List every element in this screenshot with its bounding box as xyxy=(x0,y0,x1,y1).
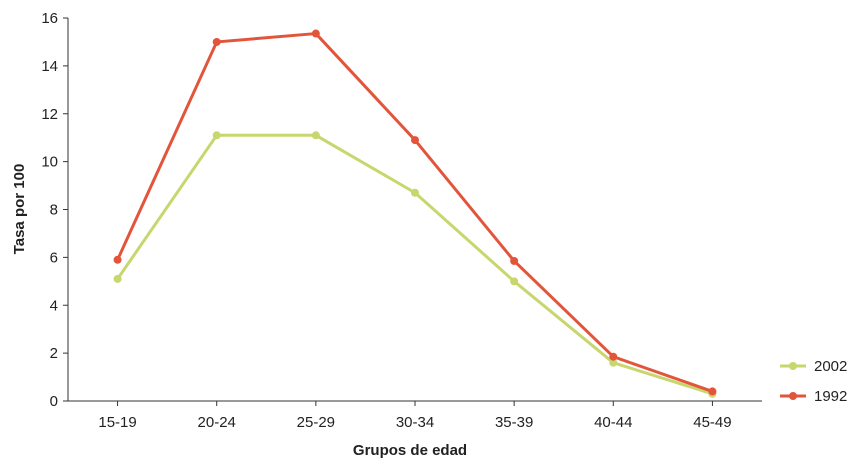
series-1992 xyxy=(113,29,717,396)
data-point-1992 xyxy=(510,256,519,265)
data-point-2002 xyxy=(212,131,221,140)
y-tick-label: 14 xyxy=(41,58,58,75)
y-tick-label: 12 xyxy=(41,106,58,123)
x-tick-label: 40-44 xyxy=(594,414,632,431)
series-line-1992 xyxy=(116,32,714,393)
data-point-1992 xyxy=(411,136,419,145)
x-tick-label: 15-19 xyxy=(98,414,136,431)
x-tick-label: 30-34 xyxy=(396,414,434,431)
y-tick-label: 8 xyxy=(50,202,58,219)
y-axis-title: Tasa por 100 xyxy=(11,164,28,255)
legend-swatch-marker xyxy=(789,392,797,400)
legend-swatch-marker xyxy=(789,362,797,370)
legend: 2002 1992 xyxy=(780,358,847,405)
data-point-1992 xyxy=(708,387,717,396)
legend-label: 1992 xyxy=(814,388,847,405)
x-tick-label: 45-49 xyxy=(693,414,731,431)
data-point-1992 xyxy=(311,29,320,38)
x-tick-label: 35-39 xyxy=(495,414,533,431)
series-2002 xyxy=(113,131,717,398)
y-tick-label: 0 xyxy=(50,393,58,410)
x-axis: 15-19 20-24 25-29 30-34 35-39 40-44 45-49 xyxy=(68,400,762,431)
data-point-2002 xyxy=(113,274,122,283)
y-axis: 0 2 4 6 8 10 12 14 16 xyxy=(41,10,69,410)
data-point-2002 xyxy=(510,277,519,286)
x-axis-title: Grupos de edad xyxy=(353,442,467,459)
x-tick-label: 25-29 xyxy=(297,414,335,431)
legend-item-2002: 2002 xyxy=(780,358,847,375)
data-point-2002 xyxy=(311,131,320,140)
legend-label: 2002 xyxy=(814,358,847,375)
y-tick-label: 16 xyxy=(41,10,58,27)
data-point-1992 xyxy=(212,37,221,46)
y-tick-label: 4 xyxy=(50,297,58,314)
series-line-2002 xyxy=(116,133,714,396)
y-tick-label: 6 xyxy=(50,249,58,266)
series-layer xyxy=(113,29,717,398)
data-point-1992 xyxy=(113,255,122,264)
legend-item-1992: 1992 xyxy=(780,388,847,405)
data-point-1992 xyxy=(609,352,618,361)
y-tick-label: 2 xyxy=(50,345,58,362)
data-point-2002 xyxy=(609,358,618,367)
x-tick-label: 20-24 xyxy=(198,414,236,431)
y-tick-label: 10 xyxy=(41,154,58,171)
data-point-2002 xyxy=(411,188,419,197)
